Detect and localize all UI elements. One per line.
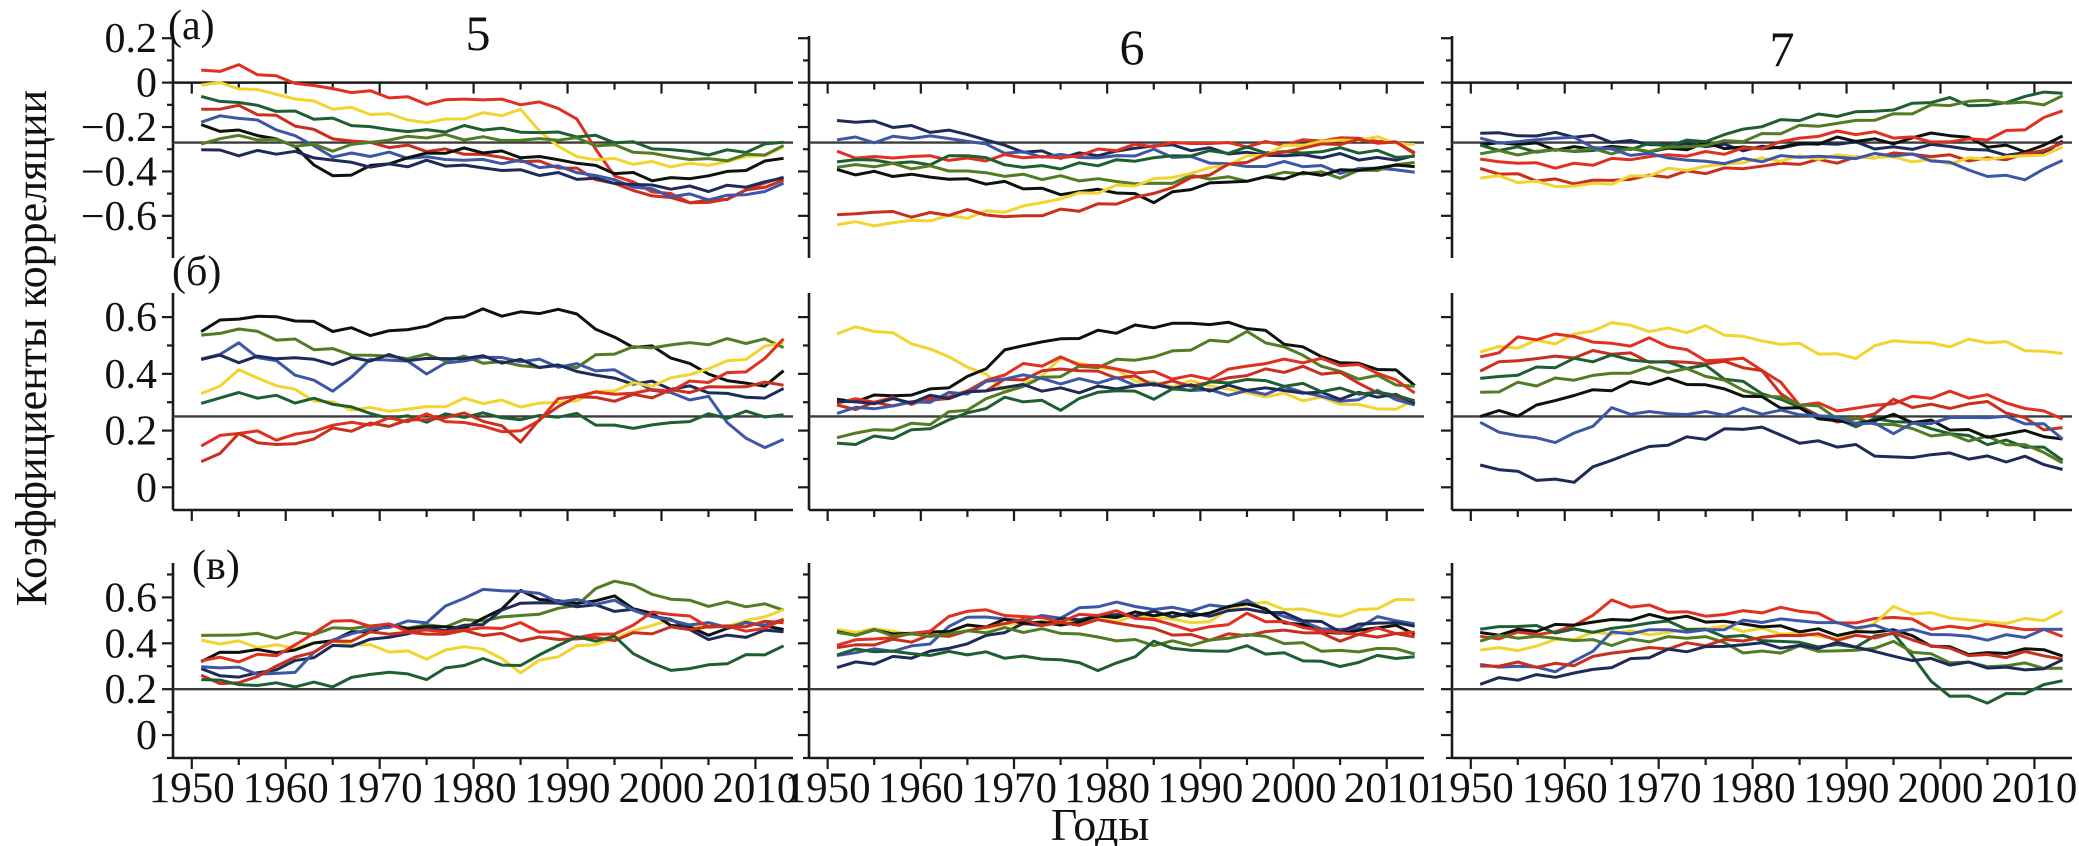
- series-line-black: [200, 307, 785, 388]
- x-tick-label: 1970: [971, 765, 1057, 812]
- y-tick-label: 0.2: [105, 16, 158, 62]
- x-tick-label: 1990: [1804, 765, 1890, 812]
- series-line-olive: [836, 329, 1415, 440]
- x-tick-label: 1960: [243, 765, 329, 812]
- y-tick-label: 0.4: [105, 621, 158, 667]
- series-line-red: [200, 610, 785, 664]
- x-tick-label: 2010: [712, 765, 798, 812]
- row-label-v: (в): [192, 543, 240, 589]
- x-tick-label: 2000: [618, 765, 704, 812]
- row-label-a: (а): [168, 3, 215, 49]
- y-tick-label: −0.4: [81, 149, 157, 195]
- series-line-yellow: [201, 81, 785, 169]
- series-line-blue: [836, 373, 1416, 415]
- y-tick-label: 0.6: [105, 575, 158, 621]
- x-tick-label: 1970: [337, 765, 423, 812]
- y-tick-label: 0: [136, 61, 157, 107]
- series-line-olive: [836, 626, 1416, 656]
- series-line-black: [836, 320, 1416, 404]
- series-line-red2: [1480, 631, 2063, 669]
- series-line-black: [1479, 376, 2063, 441]
- series-line-red2: [200, 380, 784, 463]
- series-line-blue: [201, 587, 785, 676]
- row-label-b: (б): [172, 249, 222, 295]
- series-line-green: [1480, 353, 2064, 462]
- y-tick-label: 0.2: [105, 667, 158, 713]
- series-line-olive: [201, 327, 785, 370]
- x-tick-label: 1950: [785, 765, 871, 812]
- series-line-black: [1480, 131, 2064, 154]
- series-line-blue: [836, 598, 1415, 657]
- series-line-green: [200, 94, 784, 157]
- y-tick-label: −0.2: [81, 105, 157, 151]
- series-line-navy: [1479, 425, 2063, 484]
- series-line-navy: [836, 119, 1416, 162]
- x-tick-label: 1960: [878, 765, 964, 812]
- series-line-red: [1479, 109, 2064, 170]
- series-line-navy: [200, 353, 785, 400]
- series-line-yellow: [836, 325, 1416, 411]
- x-tick-label: 2000: [1897, 765, 1983, 812]
- series-line-red: [836, 608, 1415, 647]
- x-tick-label: 2000: [1251, 765, 1337, 812]
- series-line-black: [200, 123, 784, 183]
- x-tick-label: 1980: [1710, 765, 1796, 812]
- series-line-red: [836, 355, 1416, 406]
- series-line-green: [1479, 619, 2063, 705]
- series-line-navy: [201, 148, 784, 194]
- series-line-yellow: [1480, 604, 2064, 653]
- series-line-navy: [836, 382, 1416, 406]
- series-line-blue: [200, 114, 785, 202]
- series-line-navy: [1479, 640, 2064, 686]
- series-line-blue: [836, 134, 1415, 175]
- series-line-green: [836, 145, 1415, 171]
- series-line-olive: [1479, 94, 2064, 157]
- series-line-yellow: [1479, 321, 2063, 360]
- y-tick-label: 0: [136, 713, 157, 759]
- series-line-olive: [200, 132, 785, 163]
- series-line-red2: [836, 137, 1416, 219]
- y-tick-label: 0.6: [105, 295, 158, 341]
- series-line-red: [200, 337, 785, 448]
- series-line-olive: [1480, 365, 2064, 465]
- series-line-green: [836, 378, 1416, 446]
- series-line-blue: [1479, 406, 2064, 445]
- x-tick-label: 2010: [1991, 765, 2077, 812]
- x-axis-title: Годы: [1050, 799, 1150, 846]
- y-tick-label: 0: [136, 465, 157, 511]
- series-line-black: [836, 163, 1415, 205]
- x-tick-label: 1960: [1522, 765, 1608, 812]
- series-line-yellow: [836, 135, 1415, 228]
- series-line-red2: [1479, 349, 2063, 432]
- series-line-green: [836, 639, 1415, 673]
- series-line-red: [1479, 332, 2064, 421]
- x-tick-label: 1990: [1157, 765, 1243, 812]
- x-tick-label: 1990: [525, 765, 611, 812]
- x-tick-label: 1950: [149, 765, 235, 812]
- col-title-6: 6: [1119, 19, 1145, 75]
- series-line-green: [200, 391, 784, 430]
- y-tick-label: −0.6: [81, 194, 157, 240]
- series-line-olive: [836, 161, 1415, 186]
- series-line-green: [201, 634, 785, 689]
- series-line-blue: [1479, 617, 2063, 674]
- series-line-red2: [201, 103, 785, 205]
- y-axis-title: Коэффициенты корреляции: [7, 89, 56, 607]
- x-tick-label: 1970: [1616, 765, 1702, 812]
- series-line-blue: [1479, 135, 2064, 182]
- col-title-7: 7: [1769, 21, 1795, 77]
- x-tick-label: 2010: [1344, 765, 1430, 812]
- series-line-red2: [200, 619, 784, 686]
- x-tick-label: 1980: [431, 765, 517, 812]
- x-tick-label: 1980: [1064, 765, 1150, 812]
- y-tick-label: 0.2: [105, 409, 158, 455]
- series-line-blue: [200, 341, 785, 450]
- y-tick-label: 0.4: [105, 352, 158, 398]
- x-tick-label: 1950: [1428, 765, 1514, 812]
- series-line-yellow: [200, 341, 784, 413]
- col-title-5: 5: [465, 5, 491, 61]
